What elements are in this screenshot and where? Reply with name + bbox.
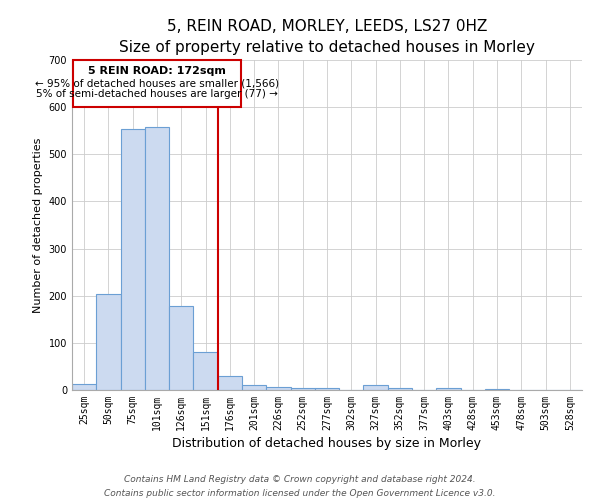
Bar [96, 294, 121, 390]
Text: ← 95% of detached houses are smaller (1,566): ← 95% of detached houses are smaller (1,… [35, 79, 279, 89]
Bar [193, 352, 218, 390]
Bar [145, 127, 169, 390]
Bar [388, 388, 412, 390]
Bar [121, 130, 145, 390]
Bar [290, 388, 315, 390]
Bar [242, 386, 266, 390]
Title: 5, REIN ROAD, MORLEY, LEEDS, LS27 0HZ
Size of property relative to detached hous: 5, REIN ROAD, MORLEY, LEEDS, LS27 0HZ Si… [119, 18, 535, 55]
X-axis label: Distribution of detached houses by size in Morley: Distribution of detached houses by size … [173, 437, 482, 450]
Bar [169, 306, 193, 390]
Bar [315, 388, 339, 390]
Bar [485, 388, 509, 390]
Bar [72, 384, 96, 390]
Text: 5 REIN ROAD: 172sqm: 5 REIN ROAD: 172sqm [88, 66, 226, 76]
Text: Contains HM Land Registry data © Crown copyright and database right 2024.
Contai: Contains HM Land Registry data © Crown c… [104, 476, 496, 498]
Y-axis label: Number of detached properties: Number of detached properties [33, 138, 43, 312]
Bar [218, 376, 242, 390]
Bar [266, 386, 290, 390]
Text: 5% of semi-detached houses are larger (77) →: 5% of semi-detached houses are larger (7… [36, 89, 278, 99]
Bar [364, 386, 388, 390]
FancyBboxPatch shape [73, 60, 241, 107]
Bar [436, 388, 461, 390]
